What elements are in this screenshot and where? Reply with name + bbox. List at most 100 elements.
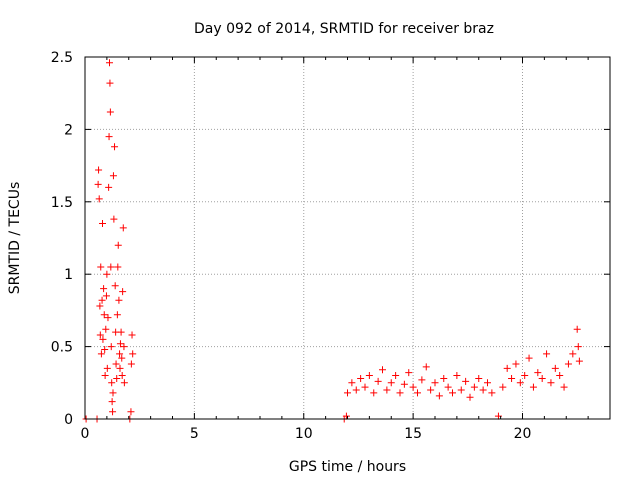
x-tick-label: 15 — [404, 426, 422, 442]
data-point — [109, 408, 117, 416]
data-point — [120, 379, 128, 387]
data-point — [352, 386, 360, 394]
data-point — [95, 195, 103, 203]
data-point — [573, 325, 581, 333]
data-point — [110, 215, 118, 223]
data-point — [400, 380, 408, 388]
data-point — [117, 328, 125, 336]
data-point — [97, 350, 105, 358]
data-point — [414, 389, 421, 397]
data-point — [499, 383, 507, 391]
data-point — [543, 350, 551, 358]
data-point — [108, 379, 116, 387]
data-point — [405, 369, 413, 377]
data-point — [512, 360, 520, 368]
data-point — [108, 398, 116, 406]
data-point — [466, 393, 474, 401]
data-point — [344, 389, 351, 397]
data-point — [453, 372, 461, 380]
x-tick-label: 5 — [190, 426, 199, 442]
data-point — [129, 350, 137, 358]
data-point — [470, 383, 478, 391]
data-point — [479, 386, 487, 394]
data-point — [503, 364, 511, 372]
data-point — [431, 379, 439, 387]
data-point — [116, 364, 124, 372]
data-point — [379, 366, 386, 374]
data-point — [109, 389, 117, 397]
data-point — [95, 166, 103, 174]
data-point — [525, 354, 533, 362]
x-tick-label: 10 — [295, 426, 313, 442]
data-point — [569, 350, 577, 358]
data-point — [374, 377, 382, 385]
chart-title: Day 092 of 2014, SRMTID for receiver bra… — [194, 21, 494, 37]
data-point — [551, 364, 559, 372]
data-point — [128, 331, 136, 339]
data-points — [82, 59, 583, 423]
data-point — [99, 335, 107, 343]
plot-frame — [84, 56, 611, 420]
data-point — [107, 343, 115, 351]
data-point — [127, 360, 135, 368]
y-tick-label: 0.5 — [51, 340, 73, 356]
data-point — [508, 374, 516, 382]
data-point — [462, 377, 470, 385]
data-point — [105, 133, 113, 141]
data-point — [119, 224, 127, 232]
data-point — [488, 389, 496, 397]
data-point — [529, 383, 537, 391]
data-point — [118, 354, 126, 362]
data-point — [94, 180, 102, 188]
data-point — [106, 79, 114, 87]
data-point — [96, 302, 104, 310]
data-point — [97, 263, 105, 271]
data-point — [575, 357, 583, 365]
data-point — [444, 383, 452, 391]
data-point — [99, 220, 106, 228]
data-point — [118, 372, 126, 380]
data-point — [457, 386, 465, 394]
data-point — [119, 288, 127, 296]
data-point — [106, 108, 114, 116]
y-axis-label: SRMTID / TECUs — [7, 182, 23, 295]
data-point — [116, 350, 124, 358]
data-point — [114, 241, 122, 249]
x-tick-label: 20 — [514, 426, 532, 442]
data-point — [100, 311, 108, 319]
data-point — [435, 392, 443, 400]
data-point — [100, 285, 108, 293]
data-point — [113, 374, 121, 382]
data-point — [574, 343, 582, 351]
data-point — [370, 389, 378, 397]
data-point — [409, 383, 417, 391]
data-point — [427, 386, 435, 394]
data-point — [105, 183, 113, 191]
data-point — [361, 383, 369, 391]
data-point — [113, 311, 121, 319]
y-tick-label: 1 — [64, 267, 73, 283]
data-point — [387, 379, 395, 387]
data-point — [516, 379, 524, 387]
data-point — [116, 340, 124, 348]
data-point — [107, 263, 115, 271]
x-tick-label: 0 — [81, 426, 90, 442]
data-point — [101, 345, 109, 353]
data-point — [475, 374, 483, 382]
data-point — [342, 412, 350, 420]
data-point — [440, 374, 448, 382]
data-point — [112, 360, 120, 368]
data-point — [96, 331, 104, 339]
data-point — [103, 270, 111, 278]
data-point — [109, 172, 117, 180]
data-point — [383, 386, 391, 394]
y-tick-label: 2.5 — [51, 50, 73, 66]
data-point — [98, 296, 106, 304]
data-point — [484, 379, 491, 387]
data-point — [104, 314, 112, 322]
data-point — [538, 374, 546, 382]
y-tick-label: 1.5 — [51, 195, 73, 211]
axis-ticks: 0 5 10 15 20 0 0.5 1 1.5 2 2.5 — [51, 50, 611, 442]
data-point — [422, 363, 430, 371]
data-point — [101, 372, 109, 380]
